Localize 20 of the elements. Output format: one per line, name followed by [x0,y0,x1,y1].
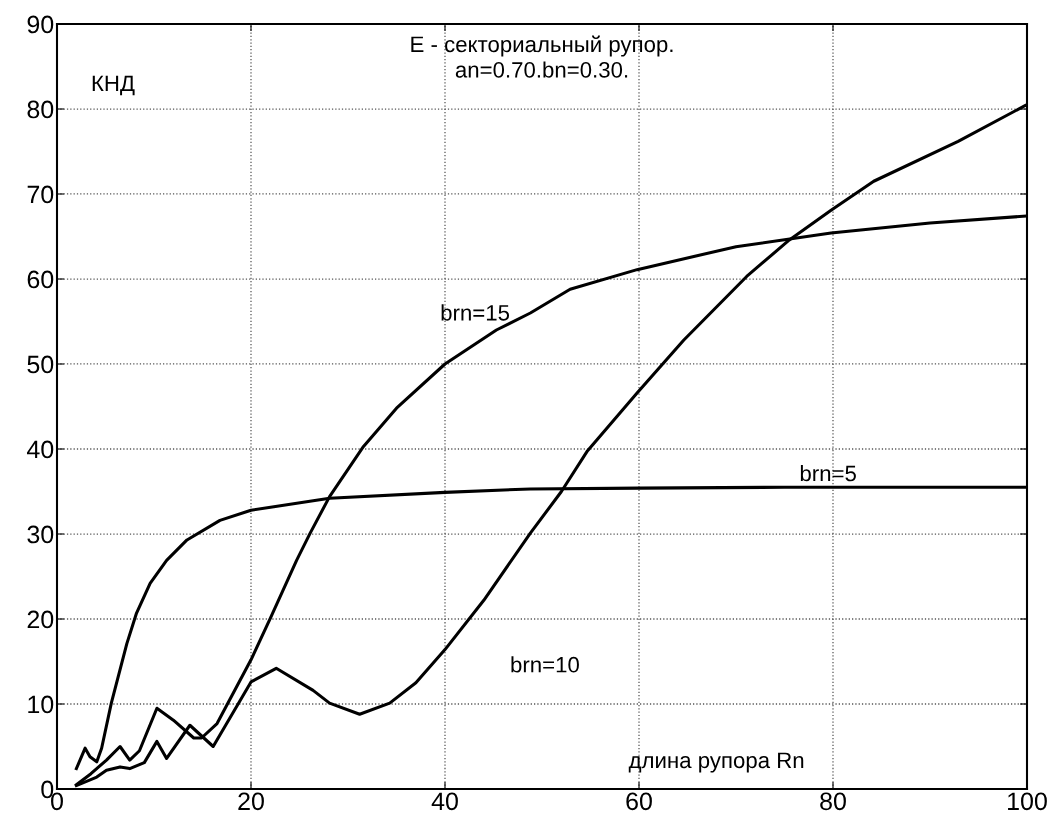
x-tick-label: 100 [1008,792,1047,811]
series-label: brn=5 [800,464,856,482]
y-tick-label: 90 [27,15,54,34]
text: E - секториальный рупор. an=0.70.bn=0.30. [411,35,673,78]
y-tick-label: 60 [27,270,54,289]
y-tick-label: 50 [27,355,54,374]
y-tick-label: 70 [27,185,54,204]
x-tick-label: 40 [431,792,458,811]
y-tick-label: 40 [26,440,54,459]
y-axis-title: КНД [92,75,135,96]
x-axis-title: длина рупора Rn [628,752,804,773]
y-tick-label: 10 [28,695,54,714]
x-tick-label: 60 [626,792,652,811]
text: brn=10 [511,656,579,673]
y-tick-label: 80 [27,100,54,119]
x-tick-label: 20 [238,792,264,811]
x-tick-label: 80 [820,792,846,811]
series-label: brn=15 [441,304,510,321]
y-tick-label: 30 [27,525,54,544]
y-tick-label: 20 [27,610,54,629]
